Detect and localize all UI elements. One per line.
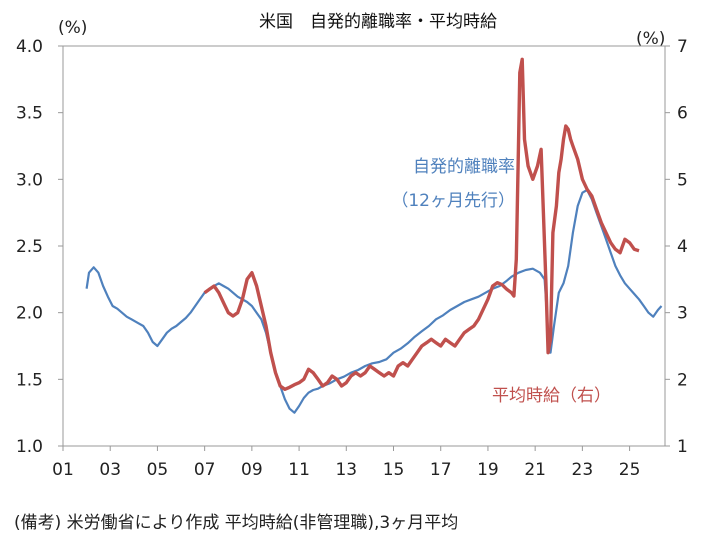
left-tick-label: 2.0 bbox=[16, 304, 43, 324]
x-axis-ticks: 01 03 05 07 09 11 13 15 17 19 21 23 25 bbox=[52, 446, 640, 480]
x-tick-label: 11 bbox=[288, 460, 310, 480]
right-tick-label: 6 bbox=[677, 104, 688, 124]
left-axis-unit: (%) bbox=[58, 18, 87, 38]
right-tick-label: 4 bbox=[677, 237, 688, 257]
series-line-hourly-earnings bbox=[203, 57, 640, 391]
annotation-quit-rate: 自発的離職率 bbox=[413, 157, 515, 177]
x-tick-label: 15 bbox=[383, 460, 405, 480]
right-tick-label: 7 bbox=[677, 37, 688, 57]
left-tick-label: 1.0 bbox=[16, 437, 43, 457]
left-tick-label: 3.5 bbox=[16, 104, 43, 124]
x-tick-label: 17 bbox=[430, 460, 452, 480]
left-tick-label: 2.5 bbox=[16, 237, 43, 257]
left-tick-label: 4.0 bbox=[16, 37, 43, 57]
annotation-quit-rate-lead: （12ヶ月先行） bbox=[391, 191, 515, 211]
series-line-quit-rate bbox=[85, 188, 663, 414]
x-tick-label: 01 bbox=[52, 460, 74, 480]
left-axis-ticks: 1.0 1.5 2.0 2.5 3.0 3.5 4.0 bbox=[16, 37, 63, 457]
right-tick-label: 2 bbox=[677, 370, 688, 390]
x-tick-label: 07 bbox=[194, 460, 216, 480]
x-tick-label: 19 bbox=[477, 460, 499, 480]
x-tick-label: 25 bbox=[619, 460, 641, 480]
x-tick-label: 23 bbox=[572, 460, 594, 480]
x-tick-label: 05 bbox=[147, 460, 169, 480]
chart-title: 米国 自発的離職率・平均時給 bbox=[259, 12, 497, 32]
right-tick-label: 1 bbox=[677, 437, 688, 457]
x-tick-label: 13 bbox=[335, 460, 357, 480]
x-tick-label: 09 bbox=[241, 460, 263, 480]
right-axis-ticks: 1 2 3 4 5 6 7 bbox=[665, 37, 688, 457]
left-tick-label: 1.5 bbox=[16, 370, 43, 390]
source-note: (備考) 米労働省により作成 平均時給(非管理職),3ヶ月平均 bbox=[14, 513, 459, 533]
left-tick-label: 3.0 bbox=[16, 170, 43, 190]
right-tick-label: 5 bbox=[677, 170, 688, 190]
x-tick-label: 03 bbox=[99, 460, 121, 480]
annotation-hourly-earnings: 平均時給（右） bbox=[492, 386, 611, 406]
right-axis-unit: (%) bbox=[636, 29, 665, 49]
x-tick-label: 21 bbox=[524, 460, 546, 480]
right-tick-label: 3 bbox=[677, 304, 688, 324]
